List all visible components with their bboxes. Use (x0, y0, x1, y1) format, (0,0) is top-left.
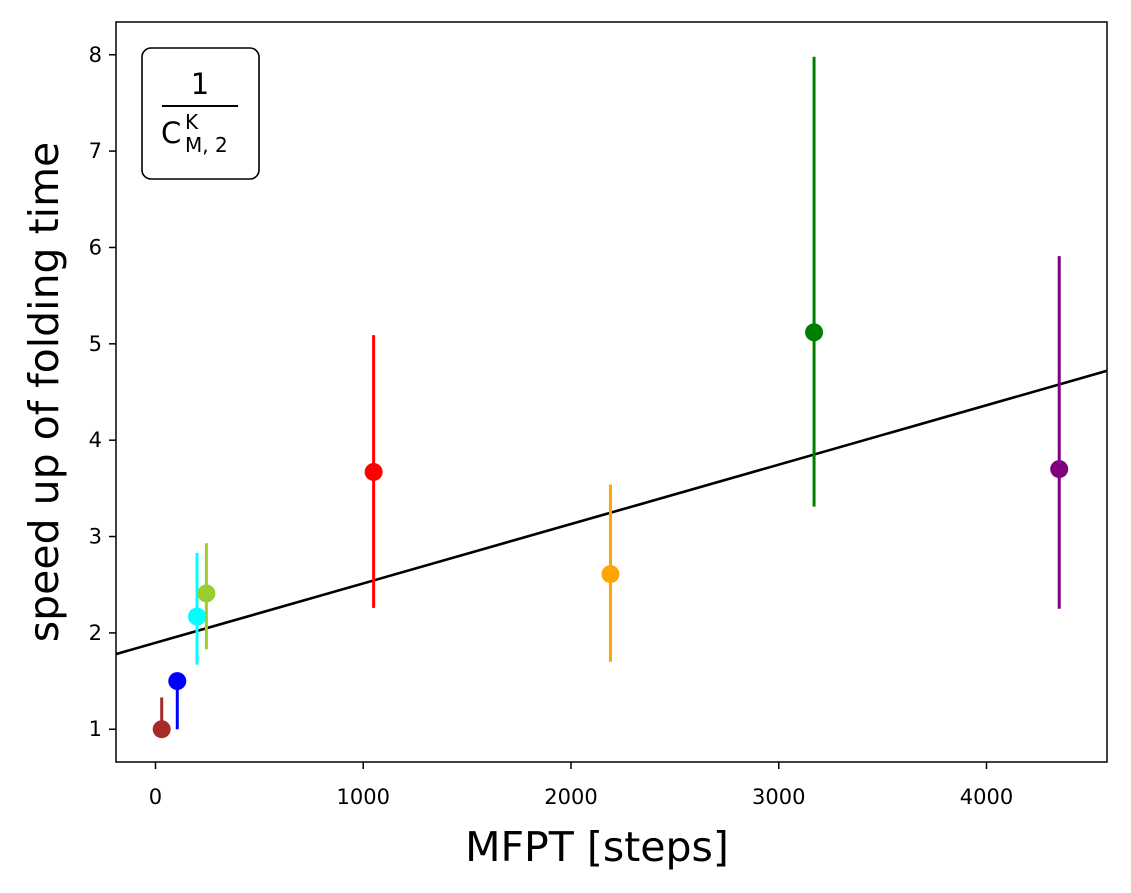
legend-subscript: M, 2 (185, 133, 228, 157)
data-point-5 (601, 565, 620, 584)
data-point-4 (364, 462, 383, 481)
x-tick-label: 2000 (544, 785, 597, 809)
y-tick-label: 5 (89, 332, 102, 356)
data-point-1 (168, 672, 187, 691)
data-point-2 (188, 607, 207, 626)
y-tick-label: 1 (89, 717, 102, 741)
y-axis-ticks: 1 2 3 4 5 6 7 8 (89, 43, 116, 741)
x-tick-label: 3000 (752, 785, 805, 809)
data-point-7 (1050, 460, 1069, 479)
data-point-0 (152, 720, 171, 739)
plot-frame (115, 21, 1108, 763)
x-tick-label: 1000 (337, 785, 390, 809)
legend-base: C (161, 116, 181, 150)
data-point-6 (805, 323, 824, 342)
legend-superscript: K (185, 110, 199, 134)
y-tick-label: 7 (89, 139, 102, 163)
data-point-3 (197, 584, 216, 603)
y-axis-title: speed up of folding time (20, 142, 68, 643)
y-tick-label: 8 (89, 43, 102, 67)
y-tick-label: 4 (89, 428, 102, 452)
y-tick-label: 6 (89, 235, 102, 259)
legend-box: 1 C K M, 2 (141, 47, 260, 180)
x-tick-label: 0 (149, 785, 162, 809)
x-axis-ticks: 0 1000 2000 3000 4000 (149, 762, 1013, 809)
legend-numerator: 1 (191, 67, 209, 101)
x-tick-label: 4000 (960, 785, 1013, 809)
legend-frame (141, 47, 260, 180)
y-tick-label: 2 (89, 621, 102, 645)
y-tick-label: 3 (89, 525, 102, 549)
plot-content (115, 56, 1108, 739)
x-axis-title: MFPT [steps] (465, 823, 729, 871)
